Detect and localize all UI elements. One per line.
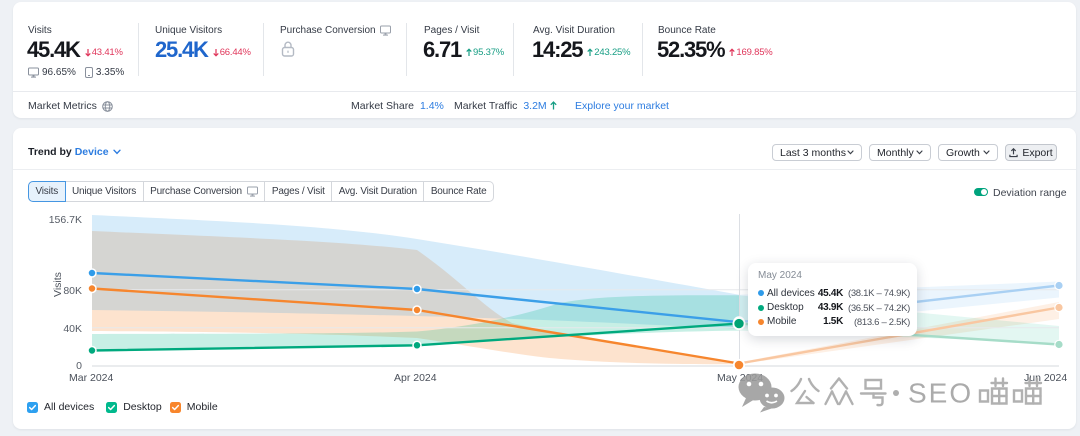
svg-text:SEO: SEO [908,378,973,409]
